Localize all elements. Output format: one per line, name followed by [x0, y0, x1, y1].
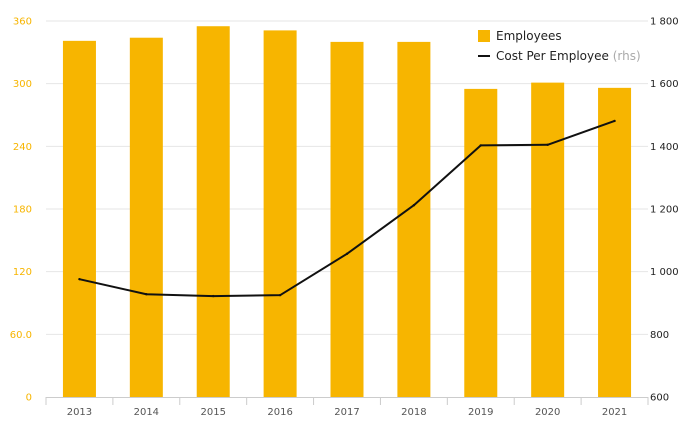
y-right-tick-label: 1 800 — [650, 17, 679, 28]
y-right-tick-label: 1 400 — [650, 142, 679, 153]
legend: Employees Cost Per Employee (rhs) — [478, 29, 641, 63]
bar-employees — [330, 41, 364, 398]
bar-employees — [397, 41, 431, 398]
x-tick-label: 2013 — [67, 407, 92, 418]
legend-label-cost: Cost Per Employee (rhs) — [496, 49, 641, 63]
y-left-tick-label: 60.0 — [10, 330, 32, 341]
y-right-tick-label: 600 — [650, 393, 669, 404]
legend-label-employees: Employees — [496, 29, 562, 43]
x-tick-label: 2019 — [468, 407, 493, 418]
legend-swatch-employees — [478, 30, 490, 42]
point-cost-per-employee — [479, 144, 482, 147]
bar-employees — [464, 88, 498, 397]
point-cost-per-employee — [546, 143, 549, 146]
bar-employees — [62, 40, 96, 397]
point-cost-per-employee — [145, 293, 148, 296]
point-cost-per-employee — [78, 277, 81, 281]
bar-employees — [263, 30, 297, 398]
x-tick-label: 2016 — [267, 407, 292, 418]
x-tick-label: 2018 — [401, 407, 426, 418]
point-cost-per-employee — [345, 252, 349, 256]
point-cost-per-employee — [278, 293, 282, 297]
x-tick-label: 2021 — [602, 407, 627, 418]
x-tick-label: 2017 — [334, 407, 359, 418]
bar-employees — [129, 37, 163, 397]
y-left-tick-label: 300 — [13, 79, 32, 90]
x-tick-label: 2015 — [200, 407, 225, 418]
y-left-tick-label: 360 — [13, 17, 32, 28]
y-left-tick-label: 180 — [13, 205, 32, 216]
y-left-tick-label: 0 — [26, 393, 32, 404]
bar-employees — [598, 87, 632, 397]
y-right-tick-label: 1 000 — [650, 267, 679, 278]
bar-employees — [531, 82, 565, 397]
left-axis: 0 60.0 120 180 240 300 360 — [10, 17, 32, 404]
legend-rhs-suffix: (rhs) — [613, 49, 641, 63]
y-right-tick-label: 1 200 — [650, 205, 679, 216]
point-cost-per-employee — [613, 119, 616, 123]
bar-employees — [196, 26, 230, 397]
x-axis: 2013 2014 2015 2016 2017 2018 2019 2020 2021 — [45, 397, 649, 418]
x-tick-label: 2020 — [535, 407, 560, 418]
point-cost-per-employee — [212, 294, 215, 298]
y-left-tick-label: 120 — [13, 267, 32, 278]
x-tick-label: 2014 — [134, 407, 159, 418]
point-cost-per-employee — [412, 204, 416, 207]
bars — [62, 26, 632, 398]
y-right-tick-label: 800 — [650, 330, 669, 341]
y-right-tick-label: 1 600 — [650, 79, 679, 90]
cost-line — [78, 119, 616, 298]
right-axis: 600 800 1 000 1 200 1 400 1 600 1 800 — [650, 17, 679, 404]
y-left-tick-label: 240 — [13, 142, 32, 153]
